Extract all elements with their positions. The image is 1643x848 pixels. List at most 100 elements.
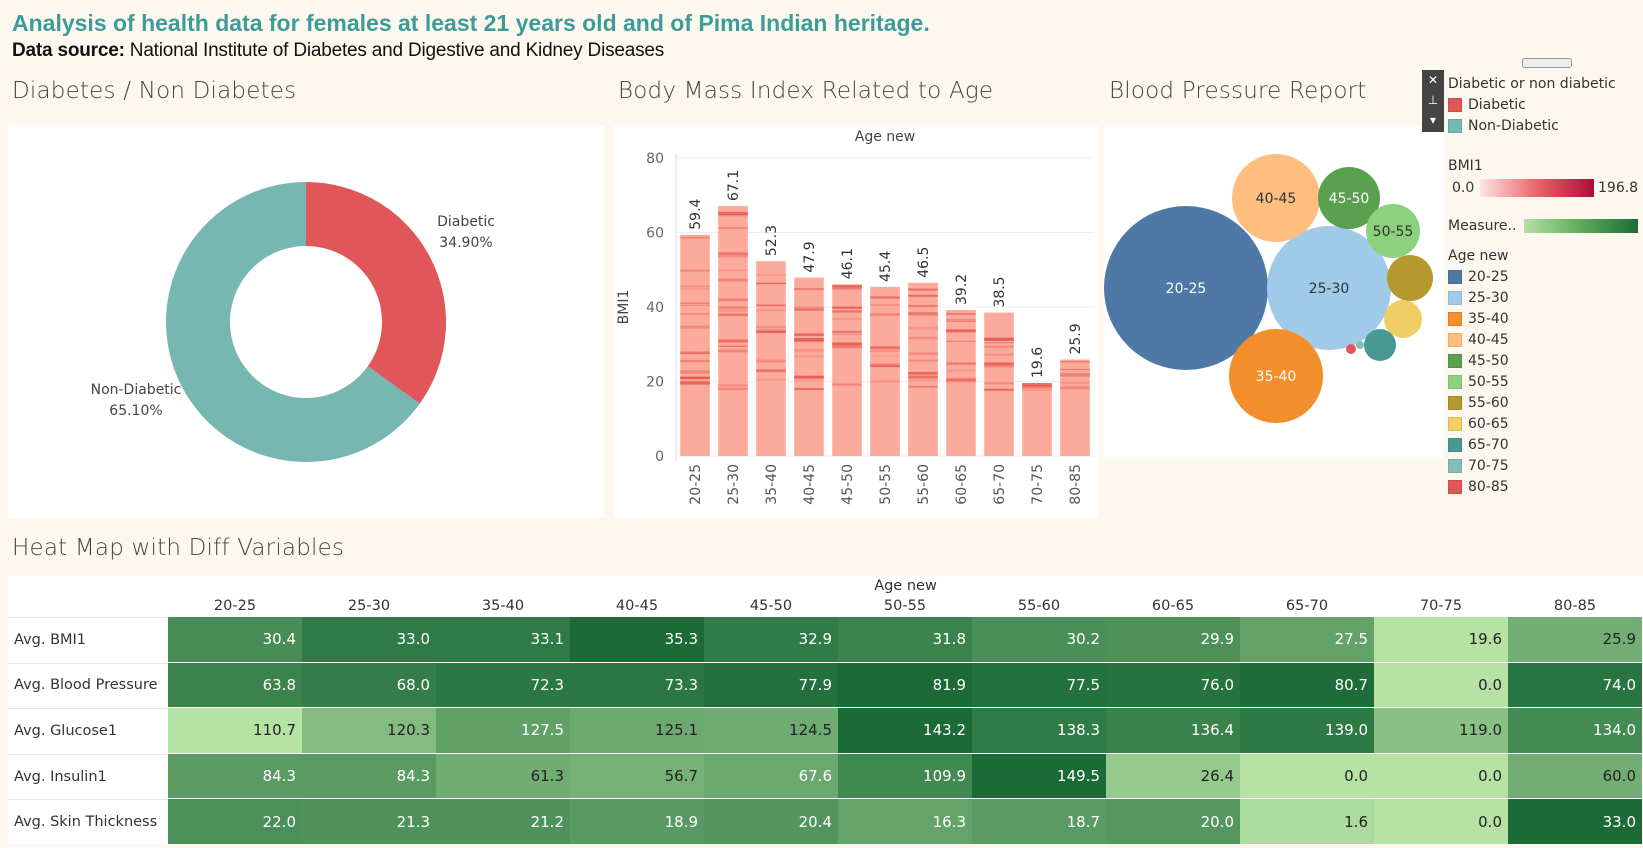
- age-legend-item[interactable]: 35-40: [1448, 308, 1643, 329]
- heatmap-cell[interactable]: 18.9: [570, 799, 704, 844]
- bmi-bar-rect[interactable]: [870, 286, 900, 456]
- heatmap-cell[interactable]: 27.5: [1240, 617, 1374, 662]
- heatmap-cell[interactable]: 143.2: [838, 708, 972, 753]
- heatmap-cell[interactable]: 61.3: [436, 753, 570, 799]
- heatmap-cell[interactable]: 63.8: [168, 662, 302, 708]
- bmi-bar[interactable]: [756, 261, 786, 456]
- bmi-bar-rect[interactable]: [1022, 382, 1052, 456]
- heatmap-cell[interactable]: 33.1: [436, 617, 570, 662]
- heatmap-cell[interactable]: 76.0: [1106, 662, 1240, 708]
- bmi-bar-rect[interactable]: [680, 234, 710, 456]
- age-legend-item[interactable]: 80-85: [1448, 476, 1643, 497]
- bmi-bar[interactable]: [908, 282, 938, 456]
- age-legend-item[interactable]: 65-70: [1448, 434, 1643, 455]
- heatmap-cell[interactable]: 30.2: [972, 617, 1106, 662]
- heatmap-cell[interactable]: 0.0: [1374, 753, 1508, 799]
- heatmap-cell[interactable]: 33.0: [302, 617, 436, 662]
- donut-slice-diabetic[interactable]: [306, 182, 447, 404]
- bubble-55-60[interactable]: [1387, 255, 1433, 301]
- heatmap-cell[interactable]: 30.4: [168, 617, 302, 662]
- bmi-bar-rect[interactable]: [832, 284, 862, 456]
- bubble-65-70[interactable]: [1364, 329, 1396, 361]
- close-icon[interactable]: ✕: [1427, 73, 1439, 87]
- age-legend-item[interactable]: 55-60: [1448, 392, 1643, 413]
- bubble-80-85[interactable]: [1346, 344, 1356, 354]
- bmi-bar-chart[interactable]: Age new 0 20 40 60 80 BMI1 59.4 20-25 67.1 25-30 52…: [614, 126, 1098, 518]
- heatmap-cell[interactable]: 120.3: [302, 708, 436, 753]
- bmi-bar[interactable]: [832, 284, 862, 456]
- bmi-bar-rect[interactable]: [718, 206, 748, 456]
- heatmap-table[interactable]: Avg. BMI1 30.4 33.0 33.1 35.3 32.9 31.8 30.2 29.…: [8, 616, 1643, 844]
- legend-drag-handle[interactable]: [1522, 58, 1572, 68]
- bmi-bar[interactable]: [1022, 382, 1052, 456]
- heatmap-cell[interactable]: 73.3: [570, 662, 704, 708]
- bubble-45-50[interactable]: [1318, 167, 1380, 229]
- heatmap-cell[interactable]: 29.9: [1106, 617, 1240, 662]
- heatmap-cell[interactable]: 77.5: [972, 662, 1106, 708]
- heatmap-cell[interactable]: 20.0: [1106, 799, 1240, 844]
- heatmap-cell[interactable]: 35.3: [570, 617, 704, 662]
- heatmap-cell[interactable]: 72.3: [436, 662, 570, 708]
- age-legend-item[interactable]: 60-65: [1448, 413, 1643, 434]
- heatmap-cell[interactable]: 0.0: [1374, 662, 1508, 708]
- pin-icon[interactable]: ⊥: [1427, 93, 1439, 107]
- diabetic-legend-item[interactable]: Non-Diabetic: [1448, 115, 1643, 136]
- bmi-bar-rect[interactable]: [756, 261, 786, 456]
- heatmap-cell[interactable]: 77.9: [704, 662, 838, 708]
- bmi-bar[interactable]: [1060, 359, 1090, 456]
- bmi-bar[interactable]: [870, 286, 900, 456]
- heatmap-cell[interactable]: 125.1: [570, 708, 704, 753]
- bmi-bar-rect[interactable]: [794, 277, 824, 456]
- bubble-50-55[interactable]: [1366, 204, 1420, 258]
- chevron-down-icon[interactable]: ▾: [1429, 113, 1437, 127]
- age-legend-item[interactable]: 40-45: [1448, 329, 1643, 350]
- age-legend-item[interactable]: 25-30: [1448, 287, 1643, 308]
- heatmap-cell[interactable]: 20.4: [704, 799, 838, 844]
- bmi-bar[interactable]: [718, 206, 748, 456]
- bmi-bar-rect[interactable]: [1060, 359, 1090, 456]
- age-legend-item[interactable]: 45-50: [1448, 350, 1643, 371]
- bp-bubble-chart[interactable]: 20-25 25-30 35-40 40-45 45-50 50-55: [1104, 126, 1444, 458]
- donut-chart[interactable]: Diabetic 34.90% Non-Diabetic 65.10%: [8, 126, 604, 518]
- bmi-bar-rect[interactable]: [946, 309, 976, 456]
- heatmap-cell[interactable]: 25.9: [1508, 617, 1642, 662]
- heatmap-cell[interactable]: 21.2: [436, 799, 570, 844]
- bubble-35-40[interactable]: [1229, 329, 1323, 423]
- heatmap-cell[interactable]: 119.0: [1374, 708, 1508, 753]
- bubble-20-25[interactable]: [1104, 206, 1268, 370]
- heatmap-cell[interactable]: 31.8: [838, 617, 972, 662]
- heatmap-cell[interactable]: 68.0: [302, 662, 436, 708]
- heatmap-cell[interactable]: 134.0: [1508, 708, 1642, 753]
- heatmap-cell[interactable]: 21.3: [302, 799, 436, 844]
- bmi-bar[interactable]: [794, 277, 824, 456]
- heatmap-cell[interactable]: 84.3: [302, 753, 436, 799]
- heatmap-cell[interactable]: 33.0: [1508, 799, 1642, 844]
- age-legend-item[interactable]: 50-55: [1448, 371, 1643, 392]
- heatmap-cell[interactable]: 1.6: [1240, 799, 1374, 844]
- heatmap-cell[interactable]: 22.0: [168, 799, 302, 844]
- heatmap-cell[interactable]: 56.7: [570, 753, 704, 799]
- heatmap-cell[interactable]: 60.0: [1508, 753, 1642, 799]
- heatmap-cell[interactable]: 136.4: [1106, 708, 1240, 753]
- heatmap-cell[interactable]: 139.0: [1240, 708, 1374, 753]
- heatmap-cell[interactable]: 18.7: [972, 799, 1106, 844]
- donut-slice-non-diabetic[interactable]: [166, 182, 420, 462]
- bmi-bar-rect[interactable]: [984, 312, 1014, 456]
- diabetic-legend-item[interactable]: Diabetic: [1448, 94, 1643, 115]
- bubble-70-75[interactable]: [1356, 341, 1364, 349]
- heatmap-cell[interactable]: 110.7: [168, 708, 302, 753]
- heatmap-cell[interactable]: 74.0: [1508, 662, 1642, 708]
- heatmap-cell[interactable]: 84.3: [168, 753, 302, 799]
- age-legend-item[interactable]: 20-25: [1448, 266, 1643, 287]
- heatmap-cell[interactable]: 0.0: [1240, 753, 1374, 799]
- heatmap-cell[interactable]: 80.7: [1240, 662, 1374, 708]
- bmi-bar[interactable]: [984, 312, 1014, 456]
- heatmap-cell[interactable]: 124.5: [704, 708, 838, 753]
- heatmap-cell[interactable]: 26.4: [1106, 753, 1240, 799]
- bmi-bar[interactable]: [680, 234, 710, 456]
- heatmap-cell[interactable]: 16.3: [838, 799, 972, 844]
- heatmap-cell[interactable]: 109.9: [838, 753, 972, 799]
- heatmap-cell[interactable]: 67.6: [704, 753, 838, 799]
- bubble-25-30[interactable]: [1267, 226, 1391, 350]
- heatmap-cell[interactable]: 127.5: [436, 708, 570, 753]
